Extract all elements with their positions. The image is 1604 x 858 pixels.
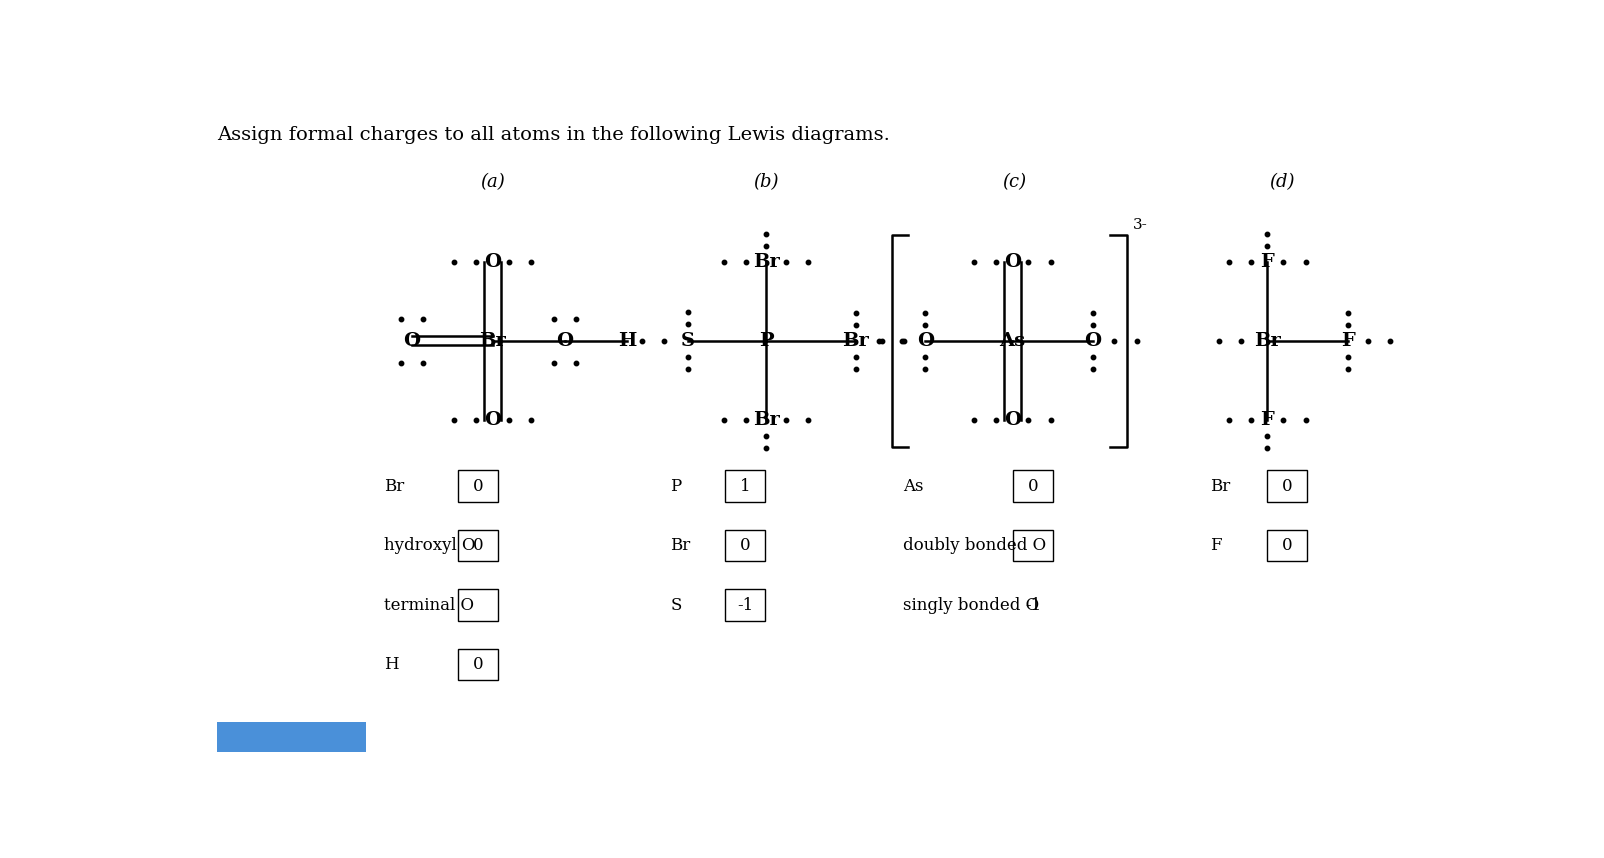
Text: P: P <box>670 478 682 495</box>
Bar <box>457 649 497 680</box>
Text: F: F <box>1261 252 1274 270</box>
Bar <box>725 529 765 561</box>
Text: S: S <box>670 596 682 613</box>
Text: H: H <box>618 332 637 350</box>
Text: 0: 0 <box>473 656 483 673</box>
Text: (a): (a) <box>480 173 505 191</box>
Text: O: O <box>916 332 934 350</box>
Bar <box>1267 529 1307 561</box>
Text: singly bonded O: singly bonded O <box>903 596 1039 613</box>
Bar <box>1014 529 1054 561</box>
Text: Br: Br <box>752 411 780 429</box>
Text: 3-: 3- <box>1132 218 1147 232</box>
Bar <box>1014 470 1054 502</box>
Text: 0: 0 <box>473 478 483 495</box>
Text: -1: -1 <box>1025 596 1041 613</box>
Text: hydroxyl O: hydroxyl O <box>385 537 476 554</box>
Text: 0: 0 <box>1282 478 1293 495</box>
Bar <box>217 722 366 752</box>
Bar <box>457 529 497 561</box>
Text: As: As <box>999 332 1025 350</box>
Bar <box>457 470 497 502</box>
Text: terminal O: terminal O <box>385 596 475 613</box>
Text: P: P <box>759 332 773 350</box>
Text: Assign formal charges to all atoms in the following Lewis diagrams.: Assign formal charges to all atoms in th… <box>217 126 890 144</box>
Text: Br: Br <box>480 332 507 350</box>
Text: O: O <box>1084 332 1102 350</box>
Text: F: F <box>1341 332 1355 350</box>
Text: (d): (d) <box>1269 173 1294 191</box>
Text: S: S <box>680 332 695 350</box>
Text: 0: 0 <box>739 537 751 554</box>
Text: 0: 0 <box>1282 537 1293 554</box>
Text: doubly bonded O: doubly bonded O <box>903 537 1046 554</box>
Text: -1: -1 <box>736 596 754 613</box>
Text: (c): (c) <box>1002 173 1027 191</box>
Text: (b): (b) <box>754 173 780 191</box>
Text: 0: 0 <box>473 537 483 554</box>
Bar <box>725 470 765 502</box>
Text: Br: Br <box>1209 478 1230 495</box>
Text: As: As <box>903 478 924 495</box>
Text: O: O <box>557 332 573 350</box>
Text: F: F <box>1209 537 1222 554</box>
Bar <box>725 589 765 621</box>
Text: Br: Br <box>752 252 780 270</box>
Text: 1: 1 <box>739 478 751 495</box>
Text: O: O <box>484 411 500 429</box>
Text: Br: Br <box>1254 332 1280 350</box>
Bar <box>457 589 497 621</box>
Text: H: H <box>385 656 399 673</box>
Text: Br: Br <box>385 478 404 495</box>
Text: O: O <box>1004 411 1020 429</box>
Text: Br: Br <box>670 537 691 554</box>
Bar <box>1267 470 1307 502</box>
Text: 0: 0 <box>1028 478 1039 495</box>
Text: Br: Br <box>842 332 869 350</box>
Text: F: F <box>1261 411 1274 429</box>
Text: O: O <box>403 332 420 350</box>
Text: O: O <box>484 252 500 270</box>
Text: O: O <box>1004 252 1020 270</box>
